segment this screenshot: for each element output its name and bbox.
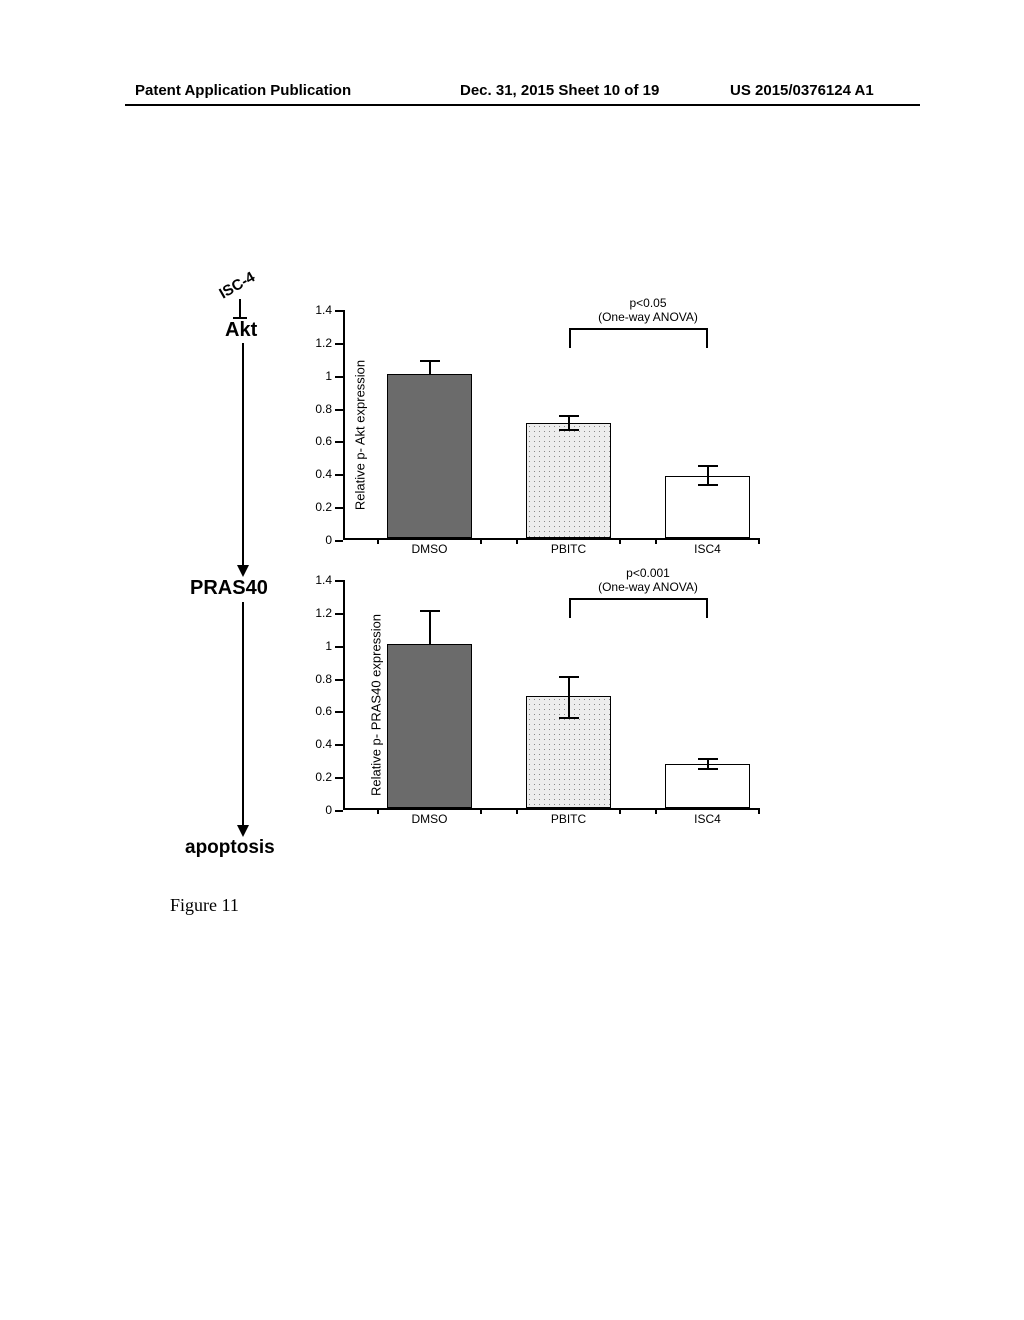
y-tick — [335, 711, 343, 713]
error-cap — [698, 768, 718, 770]
error-cap — [559, 717, 579, 719]
pras40-node-label: PRAS40 — [190, 577, 268, 600]
bar-pbitc — [526, 423, 611, 538]
x-category-label: PBITC — [526, 812, 611, 826]
y-tick — [335, 409, 343, 411]
header-rule — [125, 104, 920, 106]
error-bar — [707, 466, 709, 476]
x-category-label: ISC4 — [665, 812, 750, 826]
akt-expression-chart: Relative p- Akt expression DMSOPBITCISC4… — [290, 310, 790, 560]
error-bar — [429, 611, 431, 644]
significance-bracket-leg — [569, 328, 571, 348]
error-cap — [420, 610, 440, 612]
y-tick — [335, 810, 343, 812]
x-tick — [480, 538, 482, 544]
error-cap — [559, 429, 579, 431]
y-tick-label: 0.2 — [308, 500, 332, 514]
x-tick — [480, 808, 482, 814]
y-tick-label: 1 — [308, 639, 332, 653]
error-cap — [698, 465, 718, 467]
pathway-arrow-1 — [242, 343, 244, 568]
y-tick-label: 1.2 — [308, 336, 332, 350]
y-tick — [335, 613, 343, 615]
x-category-label: DMSO — [387, 812, 472, 826]
x-category-label: DMSO — [387, 542, 472, 556]
error-cap — [420, 360, 440, 362]
error-bar — [568, 677, 570, 697]
x-tick — [516, 538, 518, 544]
bar-dmso — [387, 374, 472, 538]
y-tick — [335, 441, 343, 443]
page-header: Patent Application Publication Dec. 31, … — [0, 82, 1024, 112]
error-cap — [559, 676, 579, 678]
error-bar — [429, 361, 431, 374]
arrowhead-icon — [237, 565, 249, 577]
chart1-plot-area: DMSOPBITCISC4p<0.05(One-way ANOVA) — [343, 310, 760, 540]
x-tick — [619, 538, 621, 544]
y-tick — [335, 540, 343, 542]
header-middle-text: Dec. 31, 2015 Sheet 10 of 19 — [460, 82, 659, 99]
y-tick-label: 0.2 — [308, 770, 332, 784]
y-tick-label: 1 — [308, 369, 332, 383]
y-tick-label: 0 — [308, 533, 332, 547]
y-tick-label: 0.8 — [308, 402, 332, 416]
y-tick-label: 1.2 — [308, 606, 332, 620]
error-cap — [559, 415, 579, 417]
y-tick — [335, 507, 343, 509]
isc4-inhibitor-label: ISC-4 — [216, 269, 258, 303]
bar-isc4 — [665, 764, 750, 808]
significance-bracket — [569, 328, 708, 330]
error-bar — [568, 696, 570, 717]
y-tick — [335, 777, 343, 779]
y-tick-label: 1.4 — [308, 573, 332, 587]
apoptosis-end-label: apoptosis — [185, 837, 275, 859]
header-left-text: Patent Application Publication — [135, 82, 351, 99]
y-tick — [335, 376, 343, 378]
significance-bracket-leg — [569, 598, 571, 618]
p-value-annotation: p<0.001(One-way ANOVA) — [583, 566, 713, 595]
header-right-text: US 2015/0376124 A1 — [730, 82, 874, 99]
x-tick — [619, 808, 621, 814]
y-tick-label: 0.8 — [308, 672, 332, 686]
x-tick — [655, 808, 657, 814]
y-tick — [335, 646, 343, 648]
x-tick — [758, 808, 760, 814]
arrowhead-icon — [237, 825, 249, 837]
y-tick-label: 0.4 — [308, 737, 332, 751]
pras40-expression-chart: Relative p- PRAS40 expression DMSOPBITCI… — [290, 580, 790, 830]
pathway-arrow-2 — [242, 602, 244, 827]
inhibit-stem — [239, 299, 241, 317]
y-tick — [335, 744, 343, 746]
chart2-plot-area: DMSOPBITCISC4p<0.001(One-way ANOVA) — [343, 580, 760, 810]
significance-bracket — [569, 598, 708, 600]
significance-bracket-leg — [706, 598, 708, 618]
x-tick — [377, 808, 379, 814]
y-tick-label: 0.6 — [308, 704, 332, 718]
x-tick — [377, 538, 379, 544]
y-tick-label: 0.4 — [308, 467, 332, 481]
y-tick — [335, 343, 343, 345]
y-tick — [335, 474, 343, 476]
figure-caption: Figure 11 — [170, 895, 239, 916]
y-tick — [335, 679, 343, 681]
error-cap — [698, 758, 718, 760]
y-tick — [335, 310, 343, 312]
x-tick — [655, 538, 657, 544]
y-tick-label: 0 — [308, 803, 332, 817]
x-category-label: PBITC — [526, 542, 611, 556]
akt-node-label: Akt — [225, 319, 257, 342]
x-category-label: ISC4 — [665, 542, 750, 556]
error-cap — [698, 484, 718, 486]
y-tick-label: 1.4 — [308, 303, 332, 317]
p-value-annotation: p<0.05(One-way ANOVA) — [583, 296, 713, 325]
x-tick — [516, 808, 518, 814]
y-tick-label: 0.6 — [308, 434, 332, 448]
x-tick — [758, 538, 760, 544]
y-tick — [335, 580, 343, 582]
significance-bracket-leg — [706, 328, 708, 348]
bar-dmso — [387, 644, 472, 808]
